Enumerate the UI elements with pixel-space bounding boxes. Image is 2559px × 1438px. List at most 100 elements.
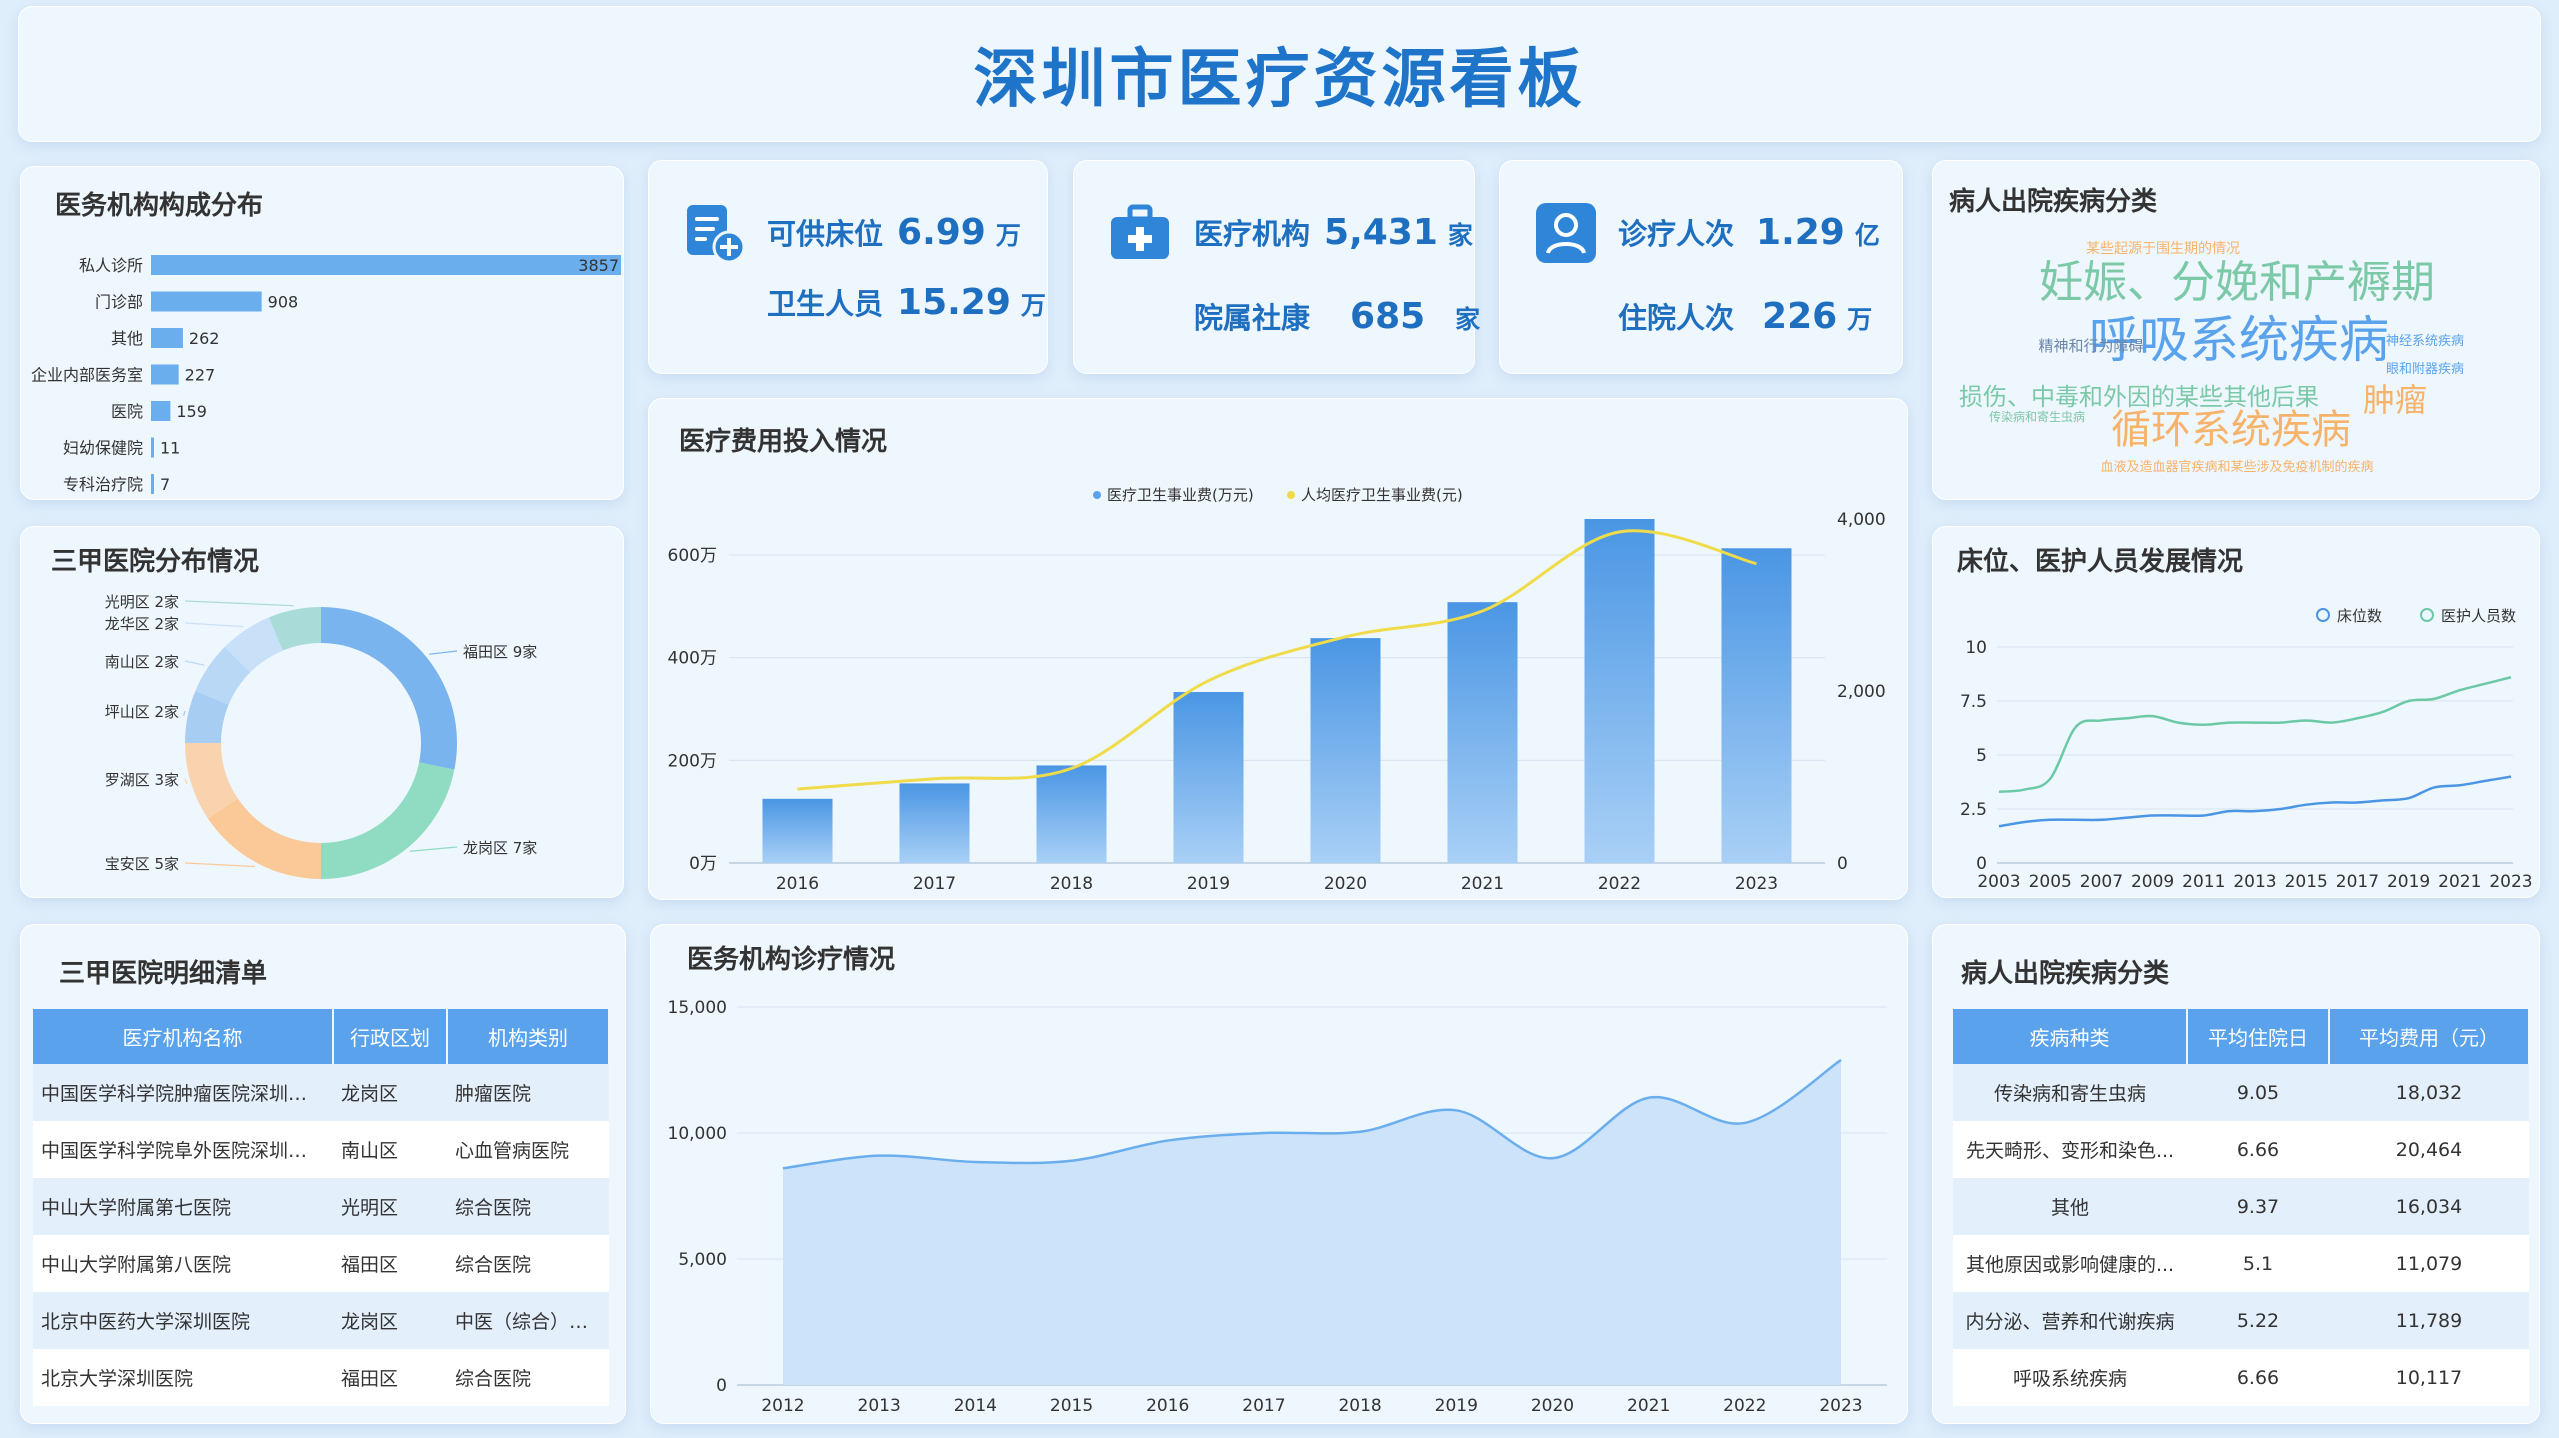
expense-chart: 0万 200万 400万 600万 0 2,000 4,000 2016 2017 2018 201… <box>668 486 1886 894</box>
table-cell: 龙岗区 <box>333 1292 447 1349</box>
table-cell: 传染病和寄生虫病 <box>1953 1064 2187 1121</box>
donut-slice <box>321 762 455 879</box>
donut-leader-line <box>184 862 256 868</box>
donut-slice <box>268 607 321 651</box>
table-cell: 18,032 <box>2329 1064 2529 1121</box>
x-tick-label: 2015 <box>1050 1396 1093 1416</box>
table-row[interactable]: 中国医学科学院肿瘤医院深圳医... 龙岗区 肿瘤医院 <box>33 1064 609 1121</box>
y2-tick-label: 4,000 <box>1837 510 1886 530</box>
y-tick-label: 10,000 <box>668 1124 727 1144</box>
y-tick-label: 5 <box>1976 746 1987 766</box>
x-tick-label: 2019 <box>1435 1396 1478 1416</box>
y-tick-label: 400万 <box>668 649 717 669</box>
kpi-institutions: 医疗机构 5,431 家 <box>1194 211 1473 253</box>
table-row[interactable]: 中山大学附属第七医院 光明区 综合医院 <box>33 1178 609 1235</box>
bar-category-label: 其他 <box>111 329 143 348</box>
legend-label: 人均医疗卫生事业费(元) <box>1301 486 1463 504</box>
table-row[interactable]: 北京中医药大学深圳医院 龙岗区 中医（综合）医院 <box>33 1292 609 1349</box>
institution-dist-chart: 私人诊所 3857 门诊部 908 其他 262 企业内部医务室 227 医院 159 妇幼保健院 1… <box>31 255 621 494</box>
page-title: 深圳市医疗资源看板 <box>973 43 1586 117</box>
tertiary-table: 医疗机构名称 行政区划 机构类别 中国医学科学院肿瘤医院深圳医... 龙岗区 肿瘤医院中… <box>33 1009 610 1406</box>
tertiary-dist-title: 三甲医院分布情况 <box>51 547 260 577</box>
disease-table: 疾病种类 平均住院日 平均费用（元） 传染病和寄生虫病 9.05 18,032 先天畸形、… <box>1953 1009 2530 1406</box>
x-tick-label: 2020 <box>1531 1396 1574 1416</box>
donut-leader-line <box>184 600 294 607</box>
table-row[interactable]: 中国医学科学院阜外医院深圳医... 南山区 心血管病医院 <box>33 1121 609 1178</box>
table-row[interactable]: 中山大学附属第八医院 福田区 综合医院 <box>33 1235 609 1292</box>
table-row[interactable]: 呼吸系统疾病 6.66 10,117 <box>1953 1349 2529 1406</box>
table-cell: 福田区 <box>333 1349 447 1406</box>
kpi-staff: 卫生人员 15.29 万 <box>767 281 1046 323</box>
bar <box>151 474 154 494</box>
x-tick-label: 2023 <box>1735 874 1778 894</box>
bar-category-label: 医院 <box>111 402 143 421</box>
wordcloud-word: 损伤、中毒和外因的某些其他后果 <box>1959 383 2319 411</box>
legend-marker <box>2420 608 2434 622</box>
x-tick-label: 2018 <box>1338 1396 1381 1416</box>
beds-staff-line <box>1998 676 2512 793</box>
x-tick-label: 2007 <box>2080 872 2123 892</box>
x-tick-label: 2013 <box>2233 872 2276 892</box>
table-row[interactable]: 先天畸形、变形和染色... 6.66 20,464 <box>1953 1121 2529 1178</box>
bar-category-label: 专科治疗院 <box>63 475 143 494</box>
donut-leader-line <box>184 778 188 784</box>
visits-line <box>782 1058 1842 1170</box>
kpi-community-value: 685 <box>1350 296 1426 337</box>
kpi-visits-value: 1.29 <box>1756 212 1845 253</box>
legend-marker-bar <box>1093 491 1101 499</box>
x-tick-label: 2022 <box>1723 1396 1766 1416</box>
wordcloud-word: 呼吸系统疾病 <box>2089 311 2389 369</box>
beds-staff-line <box>1998 775 2512 828</box>
bar-category-label: 企业内部医务室 <box>31 366 143 385</box>
bar <box>151 364 179 385</box>
table-header-cell[interactable]: 平均住院日 <box>2187 1009 2330 1064</box>
legend-label: 床位数 <box>2337 607 2382 625</box>
wordcloud-panel: 病人出院疾病分类 妊娠、分娩和产褥期 呼吸系统疾病 精神和行为障碍 损伤、中毒和外因的… <box>1932 160 2540 500</box>
kpi-inpatients-label: 住院人次 <box>1618 301 1735 335</box>
x-tick-label: 2014 <box>954 1396 997 1416</box>
expense-bar <box>1721 548 1792 863</box>
bar <box>151 291 262 312</box>
table-header-cell[interactable]: 机构类别 <box>447 1009 610 1064</box>
table-cell: 其他 <box>1953 1178 2187 1235</box>
expense-panel: 医疗费用投入情况 0万 200万 400万 600万 0 2,000 4,000 2016 20… <box>648 398 1908 900</box>
visits-title: 医务机构诊疗情况 <box>687 945 896 975</box>
expense-bar <box>1584 519 1655 863</box>
x-tick-label: 2016 <box>1146 1396 1189 1416</box>
wordcloud-word: 精神和行为障碍 <box>2038 337 2143 355</box>
medical-kit-icon <box>1111 204 1169 259</box>
kpi-beds: 可供床位 6.99 万 <box>767 211 1021 253</box>
user-icon <box>1536 203 1596 263</box>
x-tick-label: 2021 <box>1627 1396 1670 1416</box>
table-cell: 南山区 <box>333 1121 447 1178</box>
table-cell: 中山大学附属第八医院 <box>33 1235 333 1292</box>
donut-label: 福田区 9家 <box>463 643 537 661</box>
beds-staff-chart: 0 2.5 5 7.5 10 2003 2005 2007 2009 2011 2013 2015 20… <box>1960 607 2533 892</box>
table-header-cell[interactable]: 医疗机构名称 <box>33 1009 334 1064</box>
table-row[interactable]: 其他 9.37 16,034 <box>1953 1178 2529 1235</box>
bar-value-label: 11 <box>160 439 180 458</box>
y-tick-label: 2.5 <box>1960 800 1987 820</box>
table-cell: 综合医院 <box>447 1235 609 1292</box>
table-cell: 内分泌、营养和代谢疾病 <box>1953 1292 2187 1349</box>
table-row[interactable]: 北京大学深圳医院 福田区 综合医院 <box>33 1349 609 1406</box>
table-header-cell[interactable]: 疾病种类 <box>1953 1009 2188 1064</box>
kpi-visits-unit: 亿 <box>1854 221 1880 250</box>
x-tick-label: 2023 <box>2489 872 2532 892</box>
wordcloud-word: 妊娠、分娩和产褥期 <box>2039 257 2435 308</box>
table-header-cell[interactable]: 平均费用（元） <box>2329 1009 2530 1064</box>
donut-leader-line <box>183 710 186 716</box>
table-cell: 6.66 <box>2187 1121 2329 1178</box>
y2-tick-label: 0 <box>1837 854 1848 874</box>
bar-value-label: 908 <box>268 293 299 312</box>
table-cell: 心血管病医院 <box>447 1121 609 1178</box>
donut-leader-line <box>184 660 205 666</box>
visits-area <box>783 1059 1841 1385</box>
table-row[interactable]: 其他原因或影响健康的... 5.1 11,079 <box>1953 1235 2529 1292</box>
table-header-cell[interactable]: 行政区划 <box>333 1009 448 1064</box>
table-row[interactable]: 传染病和寄生虫病 9.05 18,032 <box>1953 1064 2529 1121</box>
table-row[interactable]: 内分泌、营养和代谢疾病 5.22 11,789 <box>1953 1292 2529 1349</box>
table-cell: 10,117 <box>2329 1349 2529 1406</box>
disease-table-panel: 病人出院疾病分类 疾病种类 平均住院日 平均费用（元） 传染病和寄生虫病 9.05 18… <box>1932 924 2540 1424</box>
expense-bar <box>762 798 833 863</box>
